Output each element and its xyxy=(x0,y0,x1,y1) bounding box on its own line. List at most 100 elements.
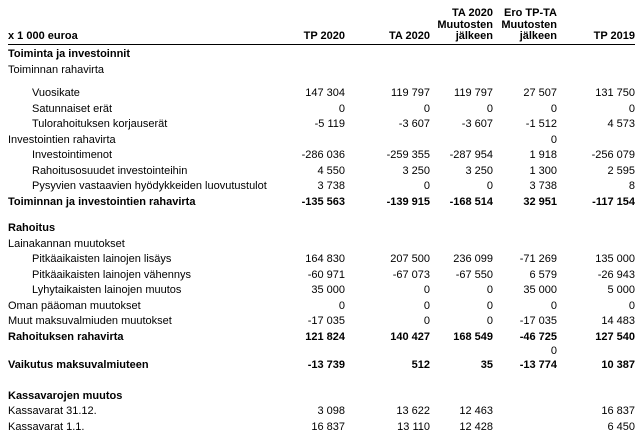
cell-value: 147 304 xyxy=(305,87,345,100)
cell-value: 164 830 xyxy=(305,253,345,266)
cell-value: 3 098 xyxy=(317,405,345,418)
cell-value: 13 622 xyxy=(396,405,430,418)
row-label: Kassavarojen muutos xyxy=(8,389,123,402)
cell-value: 0 xyxy=(423,284,430,297)
cell-value: 0 xyxy=(486,299,493,312)
cell-value: -168 514 xyxy=(449,195,493,208)
cell-value: 0 xyxy=(550,102,557,115)
table-row: Toiminnan ja investointien rahavirta -135… xyxy=(8,194,635,210)
cell-value: -117 154 xyxy=(592,195,635,208)
cell-value: 3 738 xyxy=(317,180,345,193)
row-label: Pitkäaikaisten lainojen lisäys xyxy=(32,253,172,266)
row-label: Toiminnan rahavirta xyxy=(8,63,104,76)
cell-value: -17 035 xyxy=(307,315,345,328)
row-label: Toiminta ja investoinnit xyxy=(8,48,131,61)
cell-value: 135 000 xyxy=(595,253,635,266)
cell-value: 0 xyxy=(423,299,430,312)
cell-value: 3 738 xyxy=(529,180,557,193)
cell-value: 207 500 xyxy=(390,253,430,266)
cell-value: -71 269 xyxy=(519,253,557,266)
cell-value: 5 000 xyxy=(607,284,635,297)
table-row: Pitkäaikaisten lainojen lisäys 164 830 207… xyxy=(8,252,635,268)
cell-value: 2 595 xyxy=(607,164,635,177)
spacer-row xyxy=(8,210,635,221)
table-row: Rahoitus xyxy=(8,221,635,237)
table-row: Investointimenot -286 036 -259 355 -287 954… xyxy=(8,148,635,164)
cell-value: 13 110 xyxy=(397,420,430,433)
cell-value: -67 550 xyxy=(455,268,493,281)
row-label: Muut maksuvalmiuden muutokset xyxy=(8,315,172,328)
row-label: Tulorahoituksen korjauserät xyxy=(32,118,168,131)
table-row: Pitkäaikaisten lainojen vähennys -60 971 -… xyxy=(8,267,635,283)
cell-value: 0 xyxy=(486,180,493,193)
table-row: Kassavarat 31.12. 3 098 13 622 12 463 16 837 xyxy=(8,404,635,420)
row-label: Rahoitus xyxy=(8,222,56,235)
table-row: Kassavarat 1.1. 16 837 13 110 12 428 6 450 xyxy=(8,419,635,435)
table-row: Tulorahoituksen korjauserät -5 119 -3 607 -… xyxy=(8,117,635,133)
row-label: Investointien rahavirta xyxy=(8,133,116,146)
cell-value: 168 549 xyxy=(453,330,493,343)
column-header-ta-2020: TA 2020 xyxy=(389,30,430,42)
cell-value: -135 563 xyxy=(301,195,345,208)
row-label: Vuosikate xyxy=(32,87,80,100)
table-row: Satunnaiset erät 0 0 0 0 0 xyxy=(8,101,635,117)
cell-value: 8 xyxy=(628,180,635,193)
cell-value: 0 xyxy=(338,299,345,312)
row-label: Investointimenot xyxy=(32,149,113,162)
table-row: Vaikutus maksuvalmiuteen -13 739 512 35 -13 … xyxy=(8,358,635,374)
row-label: Satunnaiset erät xyxy=(32,102,113,115)
cell-value: 14 483 xyxy=(601,315,635,328)
cell-value: 0 xyxy=(338,102,345,115)
cell-value: 3 250 xyxy=(402,164,430,177)
row-label: Lainakannan muutokset xyxy=(8,237,125,250)
cell-value: -3 607 xyxy=(461,118,493,131)
cell-value: 12 463 xyxy=(459,405,493,418)
row-label: Pitkäaikaisten lainojen vähennys xyxy=(32,268,191,281)
cell-value: 1 918 xyxy=(529,149,557,162)
cell-value: 10 387 xyxy=(601,359,635,372)
row-label: Rahoitusosuudet investointeihin xyxy=(32,164,188,177)
column-header-ero-tp-ta-after-changes: Ero TP-TA Muutosten jälkeen xyxy=(501,7,557,42)
cell-value: 4 550 xyxy=(317,164,345,177)
cell-value: 3 250 xyxy=(465,164,493,177)
cell-value: 27 507 xyxy=(523,87,557,100)
cell-value: -13 739 xyxy=(307,359,345,372)
table-header: x 1 000 euroa TP 2020 TA 2020 TA 2020 Mu… xyxy=(8,7,635,45)
cell-value: -287 954 xyxy=(449,149,493,162)
cell-value: -1 512 xyxy=(525,118,557,131)
cell-value: 0 xyxy=(550,299,557,312)
table-row: Vuosikate 147 304 119 797 119 797 27 507 131 … xyxy=(8,86,635,102)
row-label: Oman pääoman muutokset xyxy=(8,299,141,312)
cell-value: 35 xyxy=(480,359,493,372)
table-row: Rahoitusosuudet investointeihin 4 550 3 25… xyxy=(8,163,635,179)
cell-value: 16 837 xyxy=(311,420,345,433)
cell-value: 0 xyxy=(550,133,557,146)
cell-value: 119 797 xyxy=(391,87,430,100)
row-label: Vaikutus maksuvalmiuteen xyxy=(8,359,149,372)
cell-value: -17 035 xyxy=(519,315,557,328)
cell-value: 512 xyxy=(411,359,430,372)
cell-value: 131 750 xyxy=(595,87,635,100)
cell-value: 0 xyxy=(423,102,430,115)
table-row: Oman pääoman muutokset 0 0 0 0 0 xyxy=(8,298,635,314)
row-label: Pysyvien vastaavien hyödykkeiden luovutu… xyxy=(32,180,267,193)
cell-value: -286 036 xyxy=(301,149,345,162)
spacer-row xyxy=(8,78,635,86)
cell-value: 0 xyxy=(550,345,557,357)
row-label: Kassavarat 31.12. xyxy=(8,405,97,418)
cell-value: 16 837 xyxy=(601,405,635,418)
cell-value: 140 427 xyxy=(390,330,430,343)
cell-value: 127 540 xyxy=(595,330,635,343)
cell-value: 4 573 xyxy=(607,118,635,131)
table-row: Investointien rahavirta 0 xyxy=(8,132,635,148)
unit-label: x 1 000 euroa xyxy=(8,30,78,42)
spacer-row xyxy=(8,373,635,388)
cell-value: -5 119 xyxy=(314,118,345,131)
table-row: Toiminnan rahavirta xyxy=(8,62,635,78)
column-header-tp-2020: TP 2020 xyxy=(303,30,345,42)
cell-value: -139 915 xyxy=(386,195,430,208)
row-label: Rahoituksen rahavirta xyxy=(8,330,124,343)
cell-value: -13 774 xyxy=(519,359,557,372)
cell-value: 236 099 xyxy=(453,253,493,266)
